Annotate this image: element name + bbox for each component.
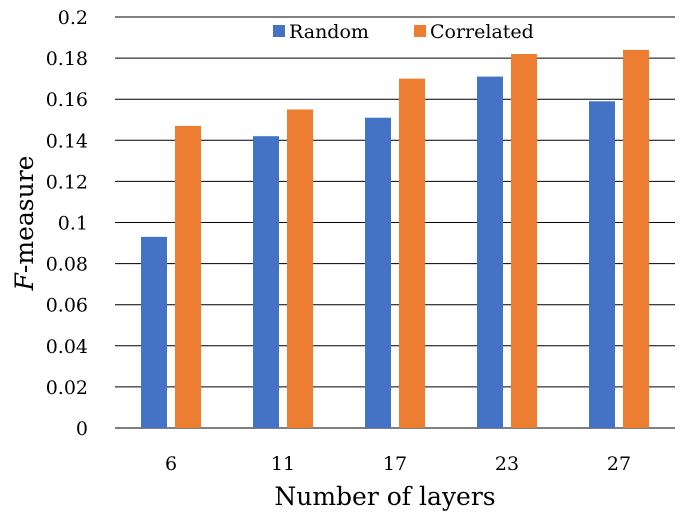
legend-swatch-correlated — [414, 25, 426, 37]
x-tick-labels: 6 11 17 23 27 — [165, 453, 631, 475]
y-axis-title-italic: F — [10, 271, 39, 291]
x-tick-label: 6 — [165, 453, 177, 475]
y-tick-label: 0.18 — [46, 48, 88, 70]
legend-swatch-random — [273, 25, 285, 37]
y-tick-label: 0.06 — [46, 295, 88, 317]
x-tick-label: 11 — [271, 453, 295, 475]
legend-label-random: Random — [289, 21, 369, 43]
bar-random-11 — [253, 136, 279, 428]
y-axis-title: F-measure — [10, 156, 39, 292]
bar-correlated-17 — [399, 78, 425, 429]
bar-random-6 — [141, 236, 167, 428]
y-tick-label: 0.08 — [46, 254, 88, 276]
y-tick-label: 0.16 — [46, 89, 88, 111]
legend-label-correlated: Correlated — [430, 21, 534, 43]
bar-correlated-11 — [287, 109, 313, 428]
y-tick-label: 0.2 — [58, 7, 88, 29]
y-tick-labels: 0 0.02 0.04 0.06 0.08 0.1 0.12 0.14 0.16 0.18 0.2 — [46, 7, 88, 440]
y-tick-label: 0.02 — [46, 377, 88, 399]
bar-correlated-6 — [175, 125, 201, 428]
x-tick-label: 17 — [383, 453, 407, 475]
bar-random-17 — [365, 117, 391, 428]
y-tick-label: 0.04 — [46, 336, 88, 358]
bars — [141, 49, 649, 429]
x-axis-title: Number of layers — [274, 482, 495, 511]
bar-random-23 — [477, 76, 503, 428]
bar-correlated-27 — [623, 49, 649, 428]
y-tick-label: 0.14 — [46, 130, 88, 152]
y-axis-title-rest: -measure — [10, 156, 39, 274]
y-tick-label: 0.1 — [58, 213, 88, 235]
legend: Random Correlated — [273, 21, 534, 43]
y-tick-label: 0 — [76, 418, 88, 440]
x-tick-label: 23 — [495, 453, 519, 475]
bar-random-27 — [589, 101, 615, 428]
y-tick-label: 0.12 — [46, 171, 88, 193]
x-tick-label: 27 — [607, 453, 631, 475]
bar-correlated-23 — [511, 53, 537, 429]
gridlines — [115, 16, 675, 429]
